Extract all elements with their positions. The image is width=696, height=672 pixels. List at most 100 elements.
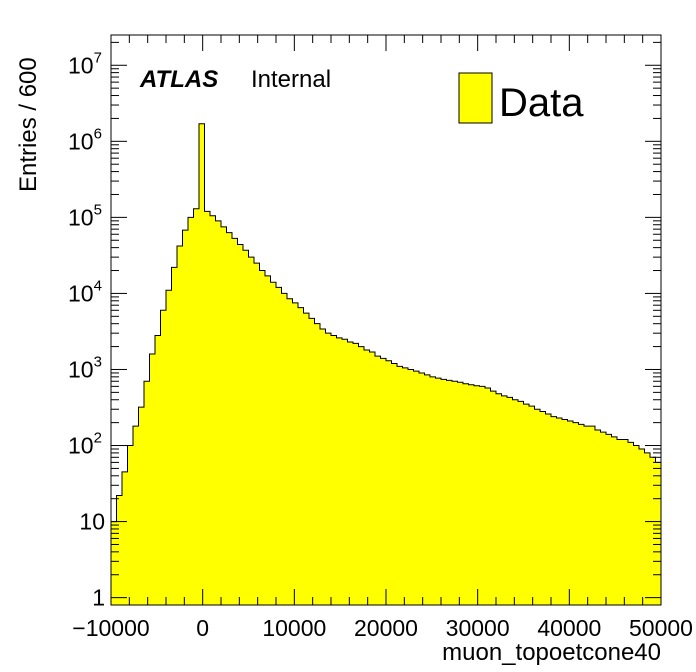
plot-frame (110, 34, 662, 606)
y-tick-label: 10 (79, 509, 105, 535)
atlas-label: ATLAS (139, 66, 218, 93)
histogram-bar (562, 419, 568, 605)
histogram-bar (331, 335, 337, 605)
histogram-bar (551, 416, 557, 605)
histogram-bar (320, 329, 326, 605)
histogram-bar (589, 426, 596, 605)
y-tick-label: 1 (92, 585, 105, 611)
histogram-bar (419, 372, 425, 605)
histogram-bar (507, 397, 513, 605)
y-tick-label: 103 (68, 353, 102, 382)
histogram-bar (490, 391, 497, 605)
y-tick-labels: 1 10 102 103 104 105 106 107 (68, 49, 105, 610)
histogram-bar (149, 353, 156, 605)
legend-label: Data (499, 81, 584, 125)
histogram-bar (485, 388, 491, 605)
histogram-bar (188, 217, 194, 606)
histogram-bar (391, 363, 398, 605)
histogram-bar (232, 238, 238, 605)
histogram-bar (138, 407, 145, 605)
histogram-bar (639, 449, 645, 605)
histogram-bar (298, 307, 304, 605)
histogram-bar (617, 439, 623, 605)
histogram-bar (204, 211, 211, 606)
x-tick-labels: −10000 0 10000 20000 30000 40000 50000 (72, 615, 693, 641)
histogram-bar (347, 341, 354, 605)
histogram-bar (369, 351, 376, 605)
histogram-bar (342, 339, 348, 605)
histogram-bar (364, 350, 370, 605)
histogram-bar (375, 356, 381, 605)
histogram-bar (441, 379, 447, 605)
histogram-bar (600, 432, 607, 605)
histogram-bars (111, 123, 662, 606)
histogram-bar (452, 381, 458, 605)
histogram-bar (628, 442, 634, 605)
histogram-bar (435, 378, 442, 605)
histogram-bar (292, 302, 299, 605)
histogram-bar (529, 406, 535, 605)
histogram-bar (479, 386, 486, 605)
x-tick-label: −10000 (72, 615, 149, 641)
histogram-bar (556, 418, 563, 605)
histogram-bar (177, 246, 183, 605)
histogram-bar (457, 382, 464, 605)
y-tick-label: 107 (68, 49, 102, 78)
x-axis-title: muon_topoetcone40 (442, 639, 661, 666)
y-tick-label: 102 (68, 430, 102, 459)
histogram-bar (595, 430, 601, 605)
histogram-bar (474, 385, 480, 605)
histogram-bar (160, 310, 167, 605)
histogram-bar (287, 298, 293, 605)
x-tick-label: 40000 (537, 615, 601, 641)
x-tick-label: 50000 (629, 615, 693, 641)
histogram-bar (534, 409, 541, 605)
histogram-bar (221, 226, 227, 605)
histogram-bar (424, 374, 431, 605)
histogram-bar (237, 244, 244, 606)
histogram-bar (584, 426, 590, 605)
histogram-bar (276, 287, 282, 605)
histogram-bar (408, 369, 414, 605)
histogram-bar (606, 434, 612, 605)
x-tick-label: 20000 (354, 615, 418, 641)
histogram-bar (171, 267, 178, 605)
histogram-bar (501, 395, 508, 605)
histogram-bar (430, 376, 436, 605)
histogram-bar (336, 337, 343, 605)
atlas-status-label: Internal (251, 66, 331, 93)
x-tick-label: 10000 (262, 615, 326, 641)
histogram-bar (309, 318, 315, 605)
histogram-bar (155, 335, 161, 605)
histogram-bar (259, 270, 266, 605)
x-tick-label: 0 (196, 615, 209, 641)
histogram-outline (110, 123, 662, 605)
histogram-bar (540, 411, 546, 605)
histogram-bar (622, 439, 629, 605)
histogram-bar (193, 208, 200, 606)
histogram-bar (111, 521, 117, 605)
histogram-bar (611, 436, 618, 605)
legend-swatch (458, 72, 493, 124)
histogram-bar (122, 471, 128, 605)
histogram-bar (468, 384, 475, 605)
histogram-bar (496, 393, 502, 605)
histogram-bar (116, 495, 123, 605)
histogram-bar (573, 422, 579, 605)
histogram-bar (243, 250, 249, 605)
legend: Data (458, 72, 584, 125)
histogram-bar (397, 366, 403, 605)
histogram-bar (380, 358, 387, 605)
histogram-bar (226, 232, 233, 605)
histogram-bar (215, 220, 222, 605)
histogram-bar (182, 230, 189, 605)
histogram-bar (353, 343, 359, 605)
histogram-bar (248, 257, 255, 605)
histogram-bar (446, 380, 453, 605)
y-tick-label: 106 (68, 125, 102, 154)
histogram-bar (210, 215, 216, 605)
histogram-bar (303, 313, 310, 605)
histogram-bar (413, 371, 420, 605)
histogram-bar (386, 360, 392, 605)
